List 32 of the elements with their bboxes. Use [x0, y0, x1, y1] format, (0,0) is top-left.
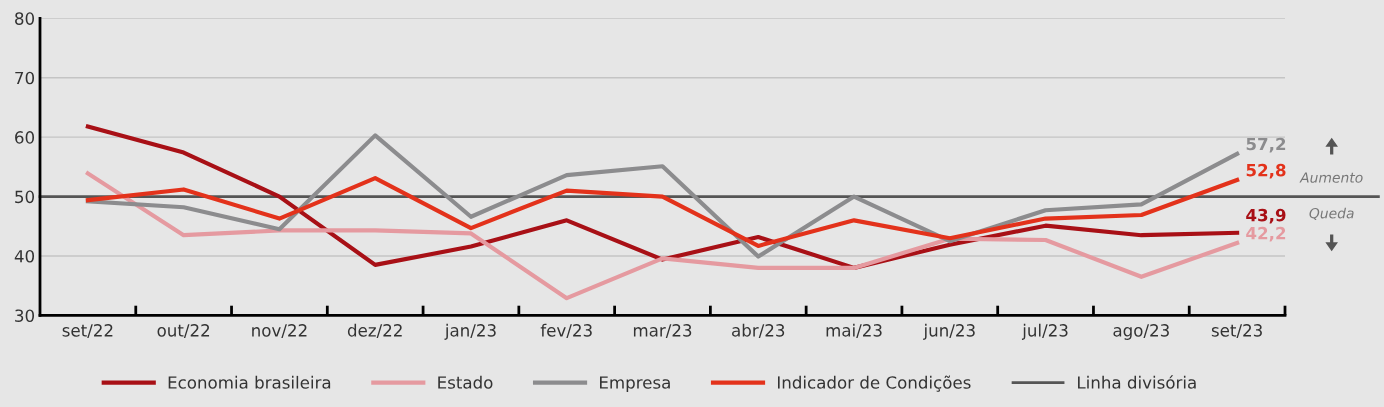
y-tick-label: 30 [15, 309, 35, 322]
y-tick-label: 70 [15, 71, 35, 85]
x-tick-label: nov/22 [252, 324, 307, 338]
x-tick-label: set/22 [62, 324, 113, 338]
y-tick-label: 50 [15, 190, 35, 204]
legend-label: Estado [438, 375, 493, 389]
x-tick-label: out/22 [157, 324, 210, 338]
y-tick-label: 60 [15, 131, 35, 144]
legend-label: Indicador de Condições [777, 375, 971, 392]
data-label: 43,9 [1246, 208, 1286, 224]
x-tick-label: mar/23 [633, 324, 692, 338]
legend-label: Empresa [600, 376, 670, 392]
data-label: 57,2 [1246, 137, 1286, 153]
x-tick-label: set/23 [1211, 324, 1262, 338]
x-tick-label: jun/23 [923, 323, 975, 340]
legend-label: Economia brasileira [168, 375, 331, 389]
y-tick-label: 40 [14, 249, 35, 263]
x-tick-label: ago/23 [1113, 324, 1169, 340]
legend-label: Linha divisória [1078, 375, 1196, 389]
text: Queda [1309, 207, 1354, 221]
x-tick-label: fev/23 [540, 323, 592, 338]
text: Aumento [1299, 172, 1363, 183]
x-tick-label: jan/23 [444, 323, 496, 340]
x-tick-label: mai/23 [826, 323, 882, 338]
x-tick-label: abr/23 [732, 323, 785, 338]
x-tick-label: dez/22 [347, 323, 402, 338]
data-label: 52,8 [1246, 163, 1286, 179]
y-tick-label: 80 [15, 12, 35, 25]
line-series [85, 176, 1240, 248]
line-series [85, 171, 1240, 301]
data-label: 42,2 [1246, 226, 1286, 242]
x-tick-label: jul/23 [1021, 323, 1068, 340]
